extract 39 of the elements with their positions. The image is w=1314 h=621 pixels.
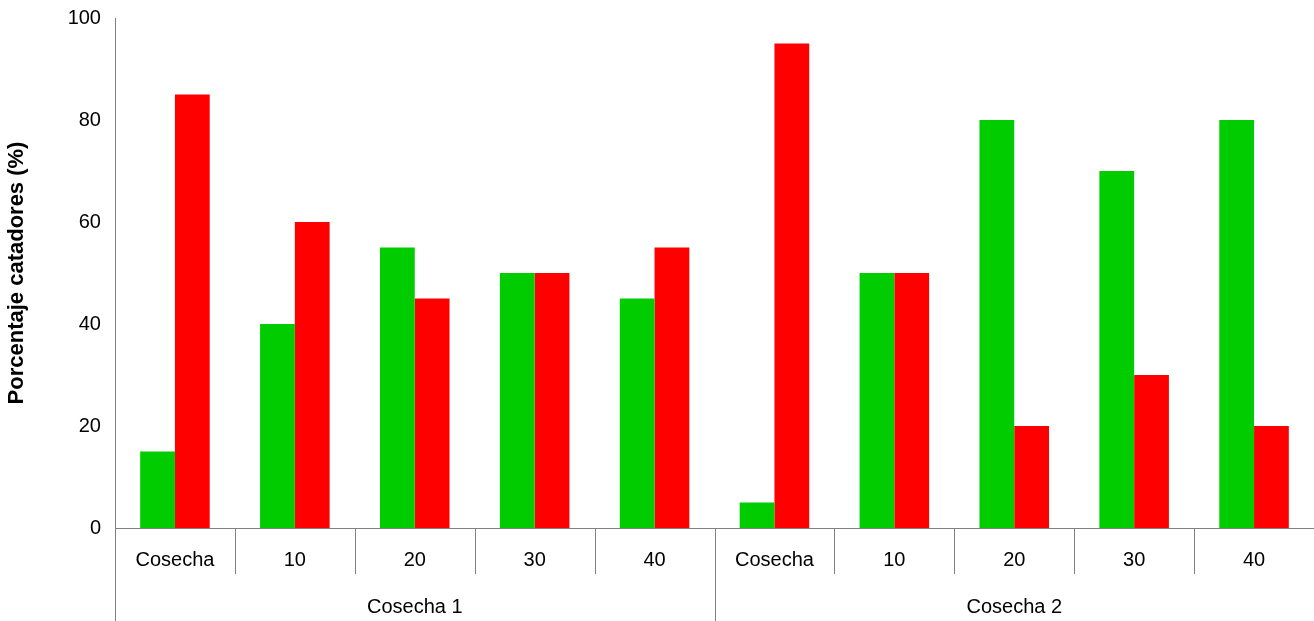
bar	[1134, 375, 1169, 528]
bar	[260, 324, 295, 528]
bar	[1099, 171, 1135, 528]
bar	[174, 94, 210, 528]
y-axis-title: Porcentaje catadores (%)	[3, 141, 29, 405]
y-tick-label: 40	[78, 311, 101, 334]
x-tick-label: Cosecha	[734, 547, 815, 570]
y-tick-label: 100	[67, 5, 101, 28]
y-tick-label: 0	[89, 515, 101, 538]
bar	[739, 502, 775, 528]
bar	[979, 120, 1015, 528]
bar	[140, 451, 175, 528]
bar	[894, 273, 930, 528]
bar	[294, 222, 330, 528]
bar	[1219, 120, 1255, 528]
bar	[1014, 426, 1050, 528]
y-tick-label: 20	[78, 413, 101, 436]
text: Cosecha 1	[366, 594, 463, 617]
text: Cosecha 2	[966, 594, 1063, 617]
x-tick-label: 40	[1242, 547, 1266, 570]
x-tick-label: Cosecha	[135, 547, 216, 570]
y-tick-label: 80	[78, 107, 101, 130]
bar	[1254, 426, 1289, 528]
bar	[619, 298, 655, 528]
bar	[534, 273, 570, 528]
bar	[654, 247, 690, 528]
x-tick-label: 30	[1123, 547, 1146, 570]
bar	[774, 43, 810, 528]
x-tick-label: 10	[883, 547, 906, 570]
bar	[414, 298, 450, 528]
x-tick-label: 10	[283, 547, 306, 570]
x-tick-label: 20	[403, 547, 426, 570]
x-tick-label: 40	[643, 547, 666, 570]
bar	[499, 273, 535, 528]
x-tick-label: 20	[1003, 547, 1026, 570]
bar	[859, 273, 895, 528]
y-tick-label: 60	[78, 209, 101, 232]
bar	[379, 247, 415, 528]
x-tick-label: 30	[523, 547, 546, 570]
